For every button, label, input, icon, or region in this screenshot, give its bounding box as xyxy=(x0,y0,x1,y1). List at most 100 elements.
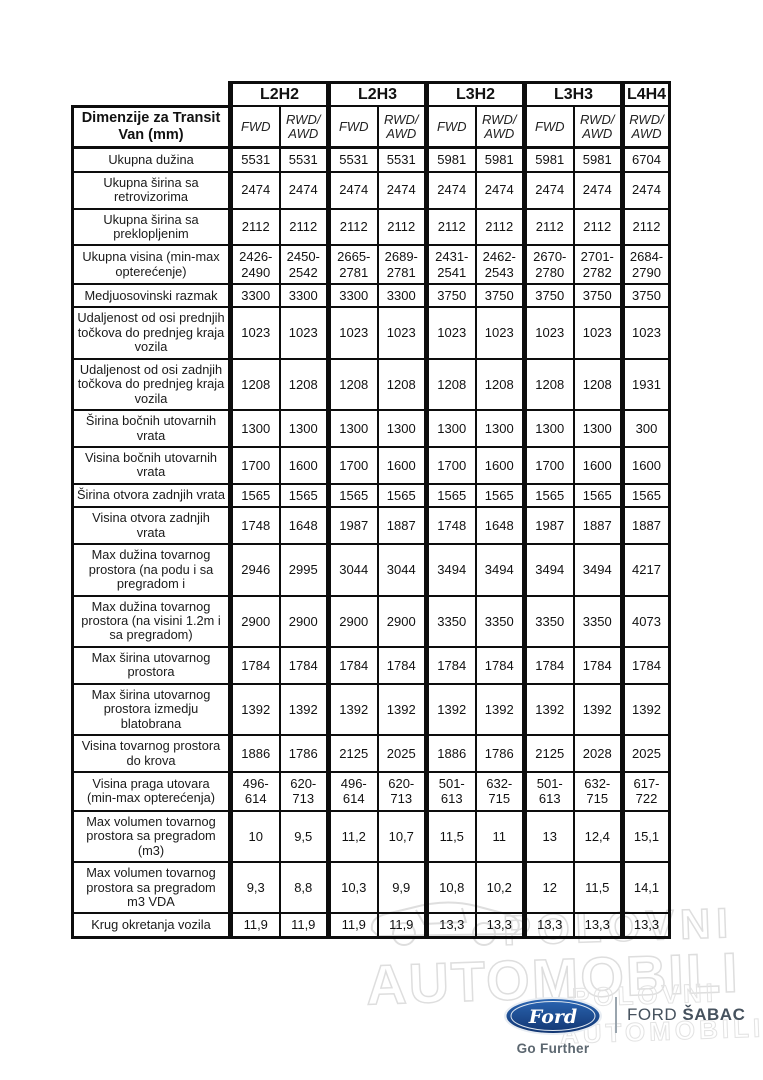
row-label: Udaljenost od osi prednjih točkova do pr… xyxy=(71,306,232,360)
dimension-value-cell: 2474 xyxy=(620,170,671,210)
table-row: Ukupna dužina 5531 5531 5531 5531 5981 5981 598… xyxy=(71,146,671,173)
dimension-value-cell: 1300 xyxy=(278,409,330,449)
row-label: Ukupna dužina xyxy=(71,146,232,173)
dimensions-table-wrap: L2H2 L2H3 L3H2 L3H3 L4H4 Dimenzije za Transit… xyxy=(71,81,671,939)
dimension-value-cell: 3350 xyxy=(522,594,575,648)
dimension-value-cell: 3750 xyxy=(522,283,575,309)
dimension-value-cell: 5981 xyxy=(424,146,477,173)
drive-type-header: FWD xyxy=(228,105,281,150)
dimension-value-cell: 2684-2790 xyxy=(620,244,671,286)
dimension-value-cell: 3044 xyxy=(326,543,379,597)
row-label: Max širina utovarnog prostora izmedju bl… xyxy=(71,682,232,737)
dimension-value-cell: 2112 xyxy=(376,207,428,247)
dimension-value-cell: 11,5 xyxy=(572,861,624,915)
dimension-value-cell: 2474 xyxy=(228,170,281,210)
table-row: Max širina utovarnog prostora 1784 1784 178… xyxy=(71,645,671,685)
row-label: Širina bočnih utovarnih vrata xyxy=(71,409,232,449)
table-row: Udaljenost od osi zadnjih točkova do pre… xyxy=(71,357,671,412)
ford-logo-script: Ford xyxy=(528,1006,577,1028)
dimension-value-cell: 2112 xyxy=(228,207,281,247)
table-head: L2H2 L2H3 L3H2 L3H3 L4H4 Dimenzije za Transit… xyxy=(71,81,671,150)
table-row: Max volumen tovarnog prostora sa pregrad… xyxy=(71,861,671,915)
dimension-value-cell: 13,3 xyxy=(620,912,671,939)
table-row: Visina otvora zadnjih vrata 1748 1648 1987 1… xyxy=(71,506,671,546)
dimension-value-cell: 10 xyxy=(228,809,281,864)
dimension-value-cell: 2474 xyxy=(376,170,428,210)
dimension-value-cell: 1784 xyxy=(424,645,477,685)
table-corner-blank xyxy=(72,82,231,106)
row-label: Ukupna širina sa retrovizorima xyxy=(71,170,232,210)
table-row: Visina praga utovara (min-max opterećenj… xyxy=(71,771,671,812)
dimension-value-cell: 2995 xyxy=(278,543,330,597)
dimension-value-cell: 2474 xyxy=(278,170,330,210)
dimension-value-cell: 1392 xyxy=(326,682,379,737)
dealer-name-second: ŠABAC xyxy=(682,1005,746,1024)
dimension-value-cell: 1600 xyxy=(278,446,330,485)
dimension-value-cell: 1700 xyxy=(424,446,477,485)
table-row: Ukupna širina sa preklopljenim 2112 2112 21… xyxy=(71,207,671,247)
dimension-value-cell: 632-715 xyxy=(572,771,624,812)
dimension-value-cell: 496-614 xyxy=(326,771,379,812)
dimension-value-cell: 13,3 xyxy=(424,912,477,939)
dimension-value-cell: 1023 xyxy=(278,306,330,360)
dimension-value-cell: 3494 xyxy=(424,543,477,597)
dimension-value-cell: 1208 xyxy=(474,357,526,412)
row-label: Medjuosovinski razmak xyxy=(71,283,232,309)
dimension-value-cell: 1208 xyxy=(228,357,281,412)
dimension-value-cell: 1648 xyxy=(474,506,526,546)
dimension-value-cell: 11,9 xyxy=(376,912,428,939)
dimension-value-cell: 10,7 xyxy=(376,809,428,864)
row-label: Max dužina tovarnog prostora (na visini … xyxy=(71,594,232,648)
row-label: Širina otvora zadnjih vrata xyxy=(71,482,232,509)
dimension-value-cell: 1565 xyxy=(522,482,575,509)
dimension-value-cell: 1023 xyxy=(474,306,526,360)
dimension-value-cell: 501-613 xyxy=(424,771,477,812)
dimension-value-cell: 11,9 xyxy=(278,912,330,939)
row-label: Max volumen tovarnog prostora sa pregrad… xyxy=(71,861,232,915)
dimension-value-cell: 9,5 xyxy=(278,809,330,864)
dimension-value-cell: 1600 xyxy=(572,446,624,485)
dimension-value-cell: 1392 xyxy=(376,682,428,737)
dimension-value-cell: 1392 xyxy=(424,682,477,737)
dimension-value-cell: 2474 xyxy=(474,170,526,210)
dimension-value-cell: 501-613 xyxy=(522,771,575,812)
column-group-header: L3H3 xyxy=(522,81,624,107)
dimension-value-cell: 1208 xyxy=(376,357,428,412)
row-label: Max volumen tovarnog prostora sa pregrad… xyxy=(71,809,232,864)
dimension-value-cell: 3750 xyxy=(424,283,477,309)
dimension-value-cell: 2028 xyxy=(572,734,624,774)
dimension-value-cell: 1700 xyxy=(228,446,281,485)
dimension-value-cell: 1023 xyxy=(228,306,281,360)
dimension-value-cell: 2701-2782 xyxy=(572,244,624,286)
dimension-value-cell: 13,3 xyxy=(572,912,624,939)
table-row: Max dužina tovarnog prostora (na visini … xyxy=(71,594,671,648)
row-label: Visina praga utovara (min-max opterećenj… xyxy=(71,771,232,812)
dimension-value-cell: 5981 xyxy=(522,146,575,173)
dimension-value-cell: 11 xyxy=(474,809,526,864)
dimension-value-cell: 1886 xyxy=(424,734,477,774)
ford-block: Ford Go Further xyxy=(503,996,603,1056)
dimension-value-cell: 3350 xyxy=(424,594,477,648)
dimension-value-cell: 1208 xyxy=(522,357,575,412)
dimension-value-cell: 2900 xyxy=(278,594,330,648)
table-row: Ukupna visina (min-max opterećenje) 2426-… xyxy=(71,244,671,286)
dimension-value-cell: 2112 xyxy=(424,207,477,247)
dimension-value-cell: 5531 xyxy=(376,146,428,173)
dimension-value-cell: 1392 xyxy=(522,682,575,737)
dimension-value-cell: 1565 xyxy=(424,482,477,509)
dimension-value-cell: 10,3 xyxy=(326,861,379,915)
dimension-value-cell: 1786 xyxy=(278,734,330,774)
dimension-value-cell: 1208 xyxy=(572,357,624,412)
dimensions-table: L2H2 L2H3 L3H2 L3H3 L4H4 Dimenzije za Transit… xyxy=(71,81,671,939)
dimension-value-cell: 1392 xyxy=(278,682,330,737)
dimension-value-cell: 5531 xyxy=(326,146,379,173)
drive-type-header: RWD/AWD xyxy=(620,105,671,150)
ford-tagline: Go Further xyxy=(516,1041,590,1056)
dimension-value-cell: 1784 xyxy=(572,645,624,685)
dimension-value-cell: 1300 xyxy=(326,409,379,449)
dimension-value-cell: 3750 xyxy=(474,283,526,309)
dimension-value-cell: 2900 xyxy=(376,594,428,648)
dimension-value-cell: 1023 xyxy=(522,306,575,360)
dimension-value-cell: 1023 xyxy=(424,306,477,360)
table-row: Max širina utovarnog prostora izmedju bl… xyxy=(71,682,671,737)
